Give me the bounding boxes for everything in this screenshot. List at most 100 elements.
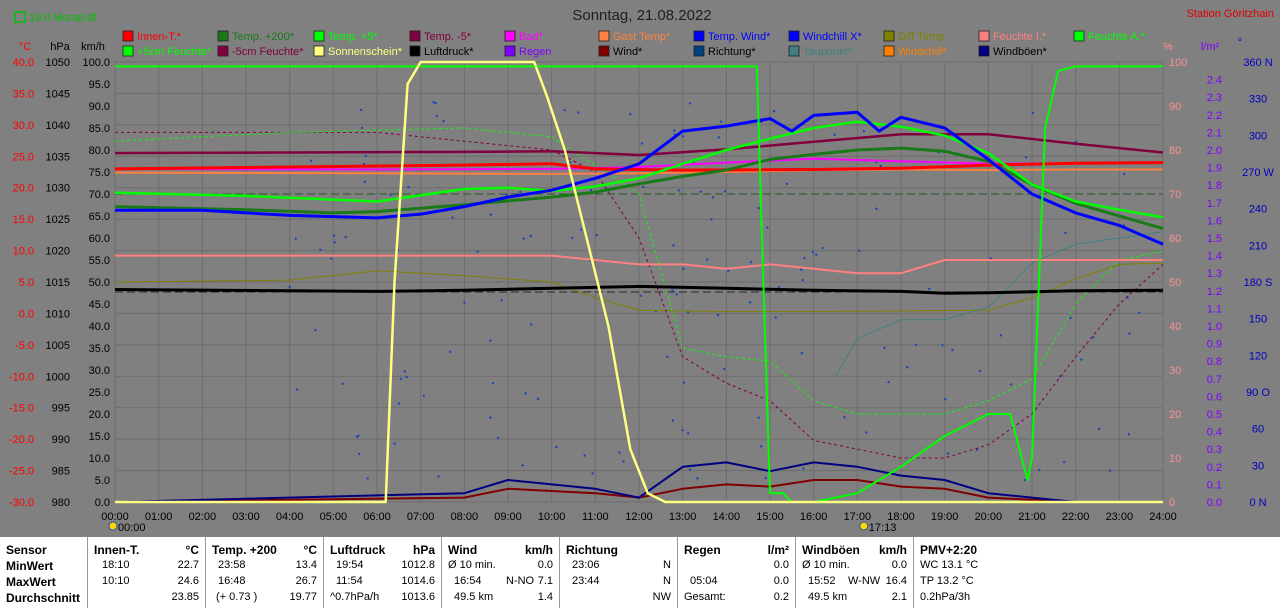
legend-swatch xyxy=(883,45,895,57)
temp-tick-label: -20.0 xyxy=(9,434,34,446)
richtung-max-time: 23:44 xyxy=(572,575,600,587)
wind-direction-dot xyxy=(815,253,818,256)
row-label-avg: Durchschnitt xyxy=(6,591,81,605)
wind-direction-dot xyxy=(1064,231,1067,235)
wind-direction-dot xyxy=(359,108,363,112)
richtung-min-time: 23:06 xyxy=(572,559,600,571)
time-tick-label: 16:00 xyxy=(800,511,828,523)
wind-direction-dot xyxy=(666,355,669,359)
temp200-max-time: 16:48 xyxy=(218,575,246,587)
summary-wind: Wind km/h Ø 10 min. 0.0 16:54 N-NO 7.1 49.5 … xyxy=(442,537,560,608)
legend-label: Regen xyxy=(519,46,551,58)
humidity-tick-label: 90 xyxy=(1169,101,1181,113)
wind-direction-dot xyxy=(686,432,690,435)
direction-tick-label: 360 N xyxy=(1243,57,1272,69)
wind-tick-label: 30.0 xyxy=(89,365,110,377)
wind-direction-dot xyxy=(688,102,692,105)
wind-direction-dot xyxy=(749,260,753,264)
wind-avg-value: 1.4 xyxy=(537,591,553,603)
legend-label: Feuchte I.* xyxy=(993,31,1047,43)
richtung-title: Richtung xyxy=(566,543,618,557)
legend-label: Innen-T.* xyxy=(137,31,182,43)
wind-direction-dot xyxy=(862,129,866,133)
wind-direction-dot xyxy=(294,237,297,240)
sunset-icon xyxy=(859,521,869,531)
wind-direction-dot xyxy=(422,394,426,397)
series-line-taupunkt xyxy=(835,231,1164,377)
legend-label: Richtung* xyxy=(708,46,756,58)
direction-tick-label: 270 W xyxy=(1242,167,1274,179)
time-tick-label: 03:00 xyxy=(232,511,260,523)
wind-direction-dot xyxy=(309,159,313,162)
wind-direction-dot xyxy=(1097,427,1101,431)
direction-tick-label: 0 N xyxy=(1249,497,1266,509)
wind-direction-dot xyxy=(529,323,533,326)
legend-swatch xyxy=(883,30,895,42)
wind-direction-dot xyxy=(522,237,525,240)
summary-richtung: Richtung 23:06 N 23:44 N NW xyxy=(560,537,678,608)
legend-swatch xyxy=(693,45,705,57)
legend-swatch xyxy=(217,45,229,57)
rain-tick-label: 0.2 xyxy=(1207,462,1222,474)
series-line-innen-t xyxy=(114,161,1164,172)
regen-min-value: 0.0 xyxy=(773,559,789,571)
temp-tick-label: -5.0 xyxy=(15,340,34,352)
wind-direction-dot xyxy=(1062,461,1066,464)
rain-tick-label: 0.7 xyxy=(1207,374,1222,386)
druck-max-value: 1014.6 xyxy=(401,575,435,587)
pressure-axis-unit: hPa xyxy=(50,41,70,53)
legend-swatch xyxy=(693,30,705,42)
wind-direction-dot xyxy=(442,119,445,123)
wind-tick-label: 65.0 xyxy=(89,211,110,223)
richtung-min-value: N xyxy=(663,559,671,571)
chart-title: Sonntag, 21.08.2022 xyxy=(572,7,711,24)
pmv-title: PMV+2:20 xyxy=(920,543,978,557)
pressure-tick-label: 1015 xyxy=(46,277,70,289)
temp200-title: Temp. +200 xyxy=(212,543,277,557)
time-tick-label: 01:00 xyxy=(145,511,173,523)
legend-label: Windböen* xyxy=(993,46,1048,58)
temp-tick-label: 15.0 xyxy=(13,214,34,226)
temp-tick-label: -15.0 xyxy=(9,403,34,415)
temp-tick-label: -10.0 xyxy=(9,371,34,383)
wind-tick-label: 35.0 xyxy=(89,343,110,355)
wind-max-value: 7.1 xyxy=(537,575,553,587)
row-label-min: MinWert xyxy=(6,559,54,573)
temp-tick-label: 20.0 xyxy=(13,183,34,195)
humidity-tick-label: 40 xyxy=(1169,321,1181,333)
time-tick-label: 11:00 xyxy=(582,511,609,523)
temp-tick-label: 10.0 xyxy=(13,246,34,258)
legend-swatch xyxy=(1073,30,1085,42)
temp-tick-label: 25.0 xyxy=(13,151,34,163)
wind-direction-dot xyxy=(875,207,878,210)
wind-direction-dot xyxy=(976,448,979,451)
temp-tick-label: 0.0 xyxy=(19,308,34,320)
time-tick-label: 12:00 xyxy=(625,511,653,523)
time-tick-label: 22:00 xyxy=(1062,511,1090,523)
wind-direction-dot xyxy=(785,182,789,186)
wind-direction-dot xyxy=(344,235,347,239)
humidity-tick-label: 60 xyxy=(1169,233,1181,245)
druck-unit: hPa xyxy=(412,543,435,557)
wind-direction-dot xyxy=(675,293,678,296)
wind-unit: km/h xyxy=(524,543,553,557)
wind-direction-dot xyxy=(618,451,621,454)
station-name: Station Göritzhain xyxy=(1187,8,1274,20)
legend-swatch xyxy=(504,45,516,57)
wind-direction-dot xyxy=(332,234,336,237)
wind-direction-dot xyxy=(671,289,674,292)
wind-direction-dot xyxy=(489,416,492,419)
wind-direction-dot xyxy=(1069,316,1072,320)
time-tick-label: 23:00 xyxy=(1106,511,1134,523)
wind-direction-dot xyxy=(288,285,291,289)
legend-label: -5cm Feuchte* xyxy=(232,46,304,58)
regen-max-time: 05:04 xyxy=(690,575,718,587)
wind-direction-dot xyxy=(1108,469,1112,472)
innen-max-time: 10:10 xyxy=(102,575,130,587)
row-labels-column: Sensor MinWert MaxWert Durchschnitt xyxy=(0,537,88,608)
wind-direction-dot xyxy=(432,101,435,104)
time-tick-label: 10:00 xyxy=(538,511,566,523)
rain-tick-label: 2.4 xyxy=(1207,75,1222,87)
wind-direction-dot xyxy=(821,246,824,250)
wind-direction-dot xyxy=(682,381,686,384)
